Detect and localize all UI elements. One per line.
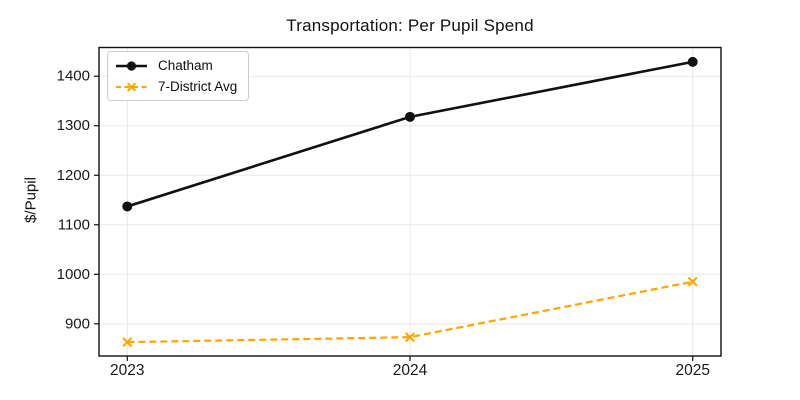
legend-item-avg: 7-District Avg [115,78,237,95]
avg-data-point-marker [687,276,698,287]
x-tick-label: 2024 [393,362,428,379]
legend-label-chatham: Chatham [158,58,213,73]
avg-line-sample [116,81,147,92]
x-marker-icon [126,81,137,92]
x-tick-label: 2025 [675,362,709,379]
chart-title: Transportation: Per Pupil Spend [286,16,534,35]
avg-data-point-marker [122,337,133,348]
legend-item-chatham: Chatham [115,57,237,74]
y-tick-labels: 900 1000 1100 1200 1300 1400 [57,68,90,333]
legend: Chatham 7-District Avg [107,51,250,101]
legend-label-avg: 7-District Avg [158,79,238,94]
chatham-data-point-marker [405,111,415,122]
y-tick-label: 1200 [57,167,90,184]
circle-marker-icon [126,60,137,71]
x-tick-label: 2023 [110,362,144,379]
x-tick-labels: 2023 2024 2025 [110,362,710,379]
y-tick-label: 1400 [57,68,90,85]
chatham-line-sample [116,60,147,71]
axis-ticks [94,75,694,361]
series-chatham-line [122,56,698,212]
gridlines [99,47,721,356]
chatham-data-point-marker [687,56,698,67]
y-tick-label: 1100 [58,216,90,233]
y-tick-label: 900 [65,315,90,332]
series-7-district-avg-line [122,276,698,348]
chatham-data-point-marker [122,201,133,212]
y-tick-label: 1000 [57,266,90,283]
y-tick-label: 1300 [57,117,90,134]
avg-data-line [127,280,693,344]
avg-data-point-marker [405,332,415,343]
